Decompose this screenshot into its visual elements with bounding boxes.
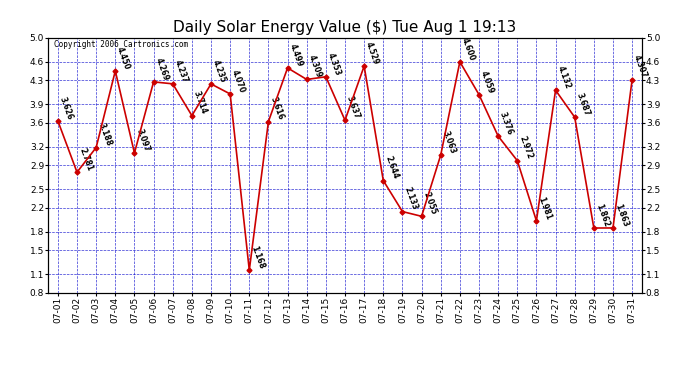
Text: 3.188: 3.188 (96, 122, 113, 147)
Text: 3.714: 3.714 (192, 90, 208, 116)
Text: 4.307: 4.307 (632, 54, 649, 80)
Text: 2.644: 2.644 (383, 155, 400, 180)
Text: 3.616: 3.616 (268, 96, 285, 122)
Text: 1.168: 1.168 (249, 244, 266, 270)
Text: 4.600: 4.600 (460, 36, 477, 62)
Text: 3.063: 3.063 (441, 130, 457, 155)
Text: 4.059: 4.059 (479, 69, 495, 94)
Text: 1.863: 1.863 (613, 202, 630, 228)
Text: 2.781: 2.781 (77, 147, 94, 172)
Text: 2.972: 2.972 (518, 135, 534, 160)
Text: 4.132: 4.132 (555, 64, 572, 90)
Text: 3.637: 3.637 (345, 94, 362, 120)
Text: 3.097: 3.097 (135, 128, 151, 153)
Text: 4.450: 4.450 (115, 45, 132, 71)
Text: 1.981: 1.981 (536, 195, 553, 221)
Title: Daily Solar Energy Value ($) Tue Aug 1 19:13: Daily Solar Energy Value ($) Tue Aug 1 1… (173, 20, 517, 35)
Text: 4.237: 4.237 (172, 58, 189, 84)
Text: 2.055: 2.055 (422, 191, 438, 216)
Text: 1.862: 1.862 (594, 202, 611, 228)
Text: 4.309: 4.309 (307, 54, 324, 80)
Text: 3.687: 3.687 (575, 92, 591, 117)
Text: 4.235: 4.235 (211, 58, 228, 84)
Text: Copyright 2006 Cartronics.com: Copyright 2006 Cartronics.com (55, 40, 188, 49)
Text: 4.499: 4.499 (288, 42, 304, 68)
Text: 2.133: 2.133 (402, 186, 419, 211)
Text: 4.269: 4.269 (154, 56, 170, 82)
Text: 4.529: 4.529 (364, 41, 381, 66)
Text: 3.376: 3.376 (498, 111, 515, 136)
Text: 4.070: 4.070 (230, 68, 247, 94)
Text: 4.353: 4.353 (326, 51, 342, 77)
Text: 3.626: 3.626 (58, 95, 75, 121)
